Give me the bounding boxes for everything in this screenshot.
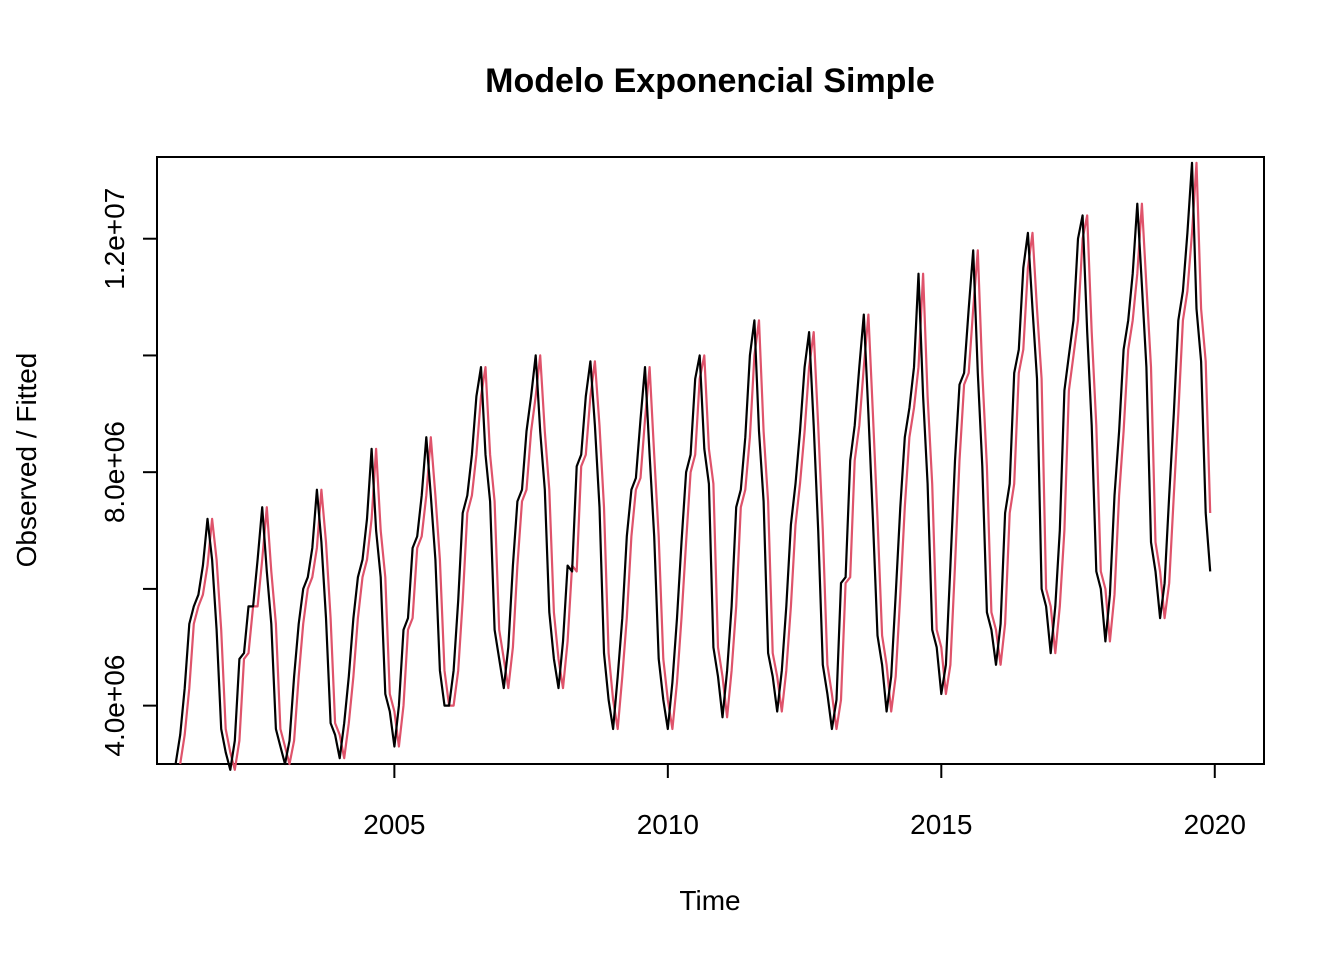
x-tick-label: 2020 [1184,809,1246,840]
x-axis: 2005 2010 2015 2020 [363,764,1246,840]
series-layer [174,161,1212,771]
y-tick-label: 1.2e+07 [99,188,130,290]
x-tick-label: 2010 [637,809,699,840]
y-axis: 4.0e+06 8.0e+06 1.2e+07 [99,188,157,757]
chart-title: Modelo Exponencial Simple [485,62,935,100]
plot-frame [156,156,1265,765]
fitted-series-line [179,161,1212,771]
y-tick-label: 8.0e+06 [99,421,130,523]
x-axis-label: Time [679,885,740,916]
observed-series-line [174,161,1212,771]
y-tick-label: 4.0e+06 [99,655,130,757]
x-tick-label: 2005 [363,809,425,840]
x-tick-label: 2015 [910,809,972,840]
y-axis-label: Observed / Fitted [11,353,42,568]
